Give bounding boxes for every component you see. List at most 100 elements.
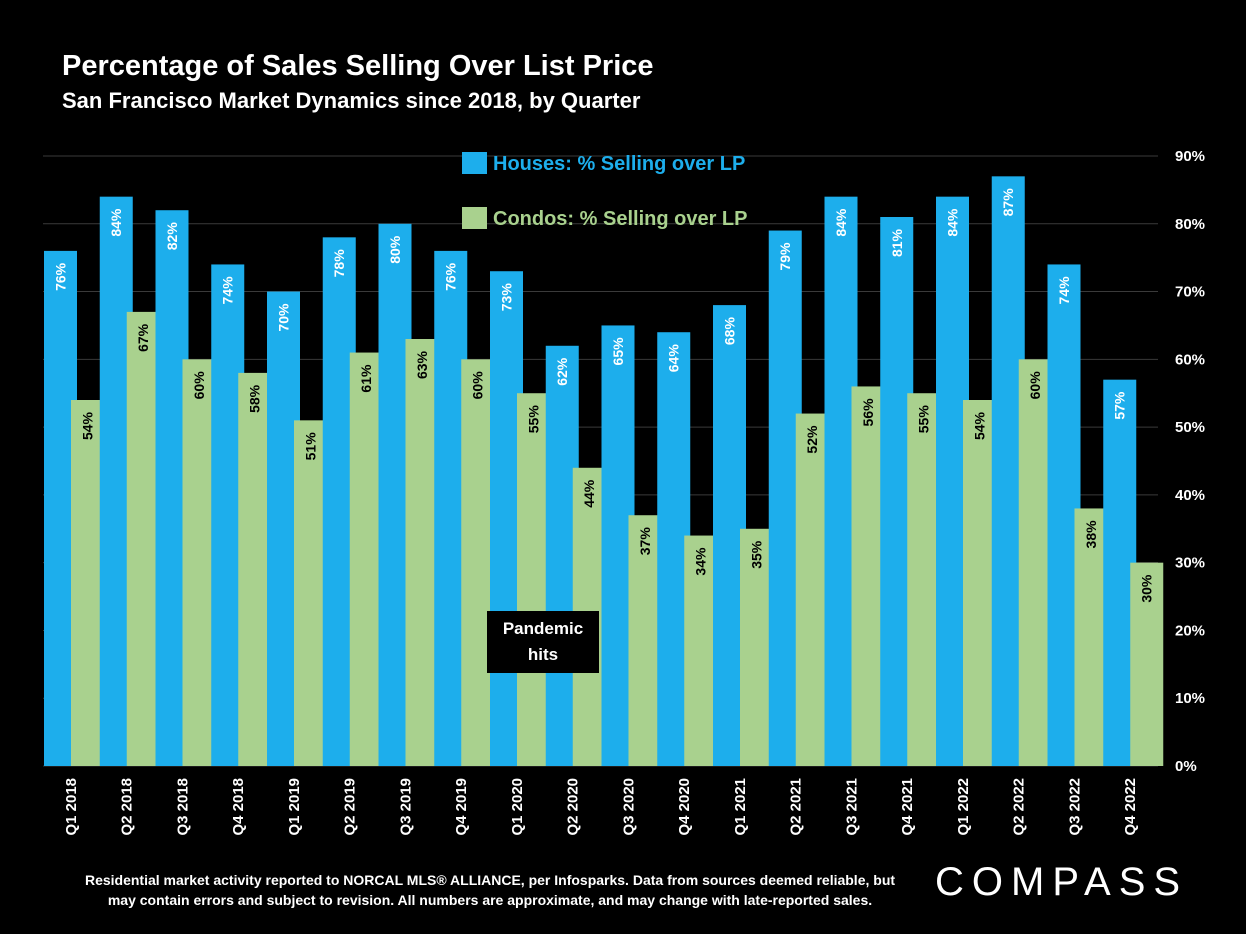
- condos-data-label: 54%: [80, 411, 96, 440]
- condos-bar: [461, 359, 495, 766]
- condos-bar: [182, 359, 216, 766]
- compass-logo: COMPASS: [935, 860, 1189, 904]
- x-tick-label: Q2 2019: [342, 778, 359, 836]
- condos-data-label: 30%: [1139, 574, 1155, 603]
- legend-condos-swatch: [462, 207, 487, 229]
- houses-data-label: 80%: [387, 235, 403, 264]
- y-tick-label: 10%: [1175, 690, 1205, 707]
- y-tick-label: 0%: [1175, 758, 1197, 775]
- y-tick-label: 90%: [1175, 148, 1205, 165]
- houses-data-label: 57%: [1112, 391, 1128, 420]
- condos-bar: [1018, 359, 1052, 766]
- houses-data-label: 84%: [945, 208, 961, 237]
- condos-bar: [294, 420, 327, 766]
- x-tick-label: Q4 2019: [453, 778, 470, 836]
- x-tick-label: Q1 2018: [63, 778, 80, 836]
- condos-bar: [71, 400, 104, 766]
- x-tick-label: Q3 2020: [620, 778, 637, 836]
- x-tick-label: Q1 2020: [509, 778, 526, 836]
- footer-line-1: Residential market activity reported to …: [84, 872, 896, 888]
- y-tick-label: 20%: [1175, 622, 1205, 639]
- condos-bar: [963, 400, 996, 766]
- x-tick-label: Q3 2018: [174, 778, 191, 836]
- x-tick-label: Q1 2022: [955, 778, 972, 836]
- legend-houses-swatch: [462, 152, 487, 174]
- condos-bar: [349, 352, 383, 766]
- x-tick-label: Q3 2022: [1066, 778, 1083, 836]
- condos-data-label: 67%: [135, 323, 151, 352]
- houses-data-label: 81%: [889, 228, 905, 257]
- condos-bar: [238, 372, 272, 766]
- condos-data-label: 61%: [358, 364, 374, 393]
- condos-bar: [795, 413, 829, 766]
- chart-subtitle: San Francisco Market Dynamics since 2018…: [62, 88, 641, 113]
- condos-bar: [1074, 508, 1108, 766]
- houses-data-label: 82%: [164, 222, 180, 251]
- chart-title: Percentage of Sales Selling Over List Pr…: [62, 50, 654, 82]
- houses-data-label: 76%: [53, 262, 69, 291]
- condos-data-label: 56%: [860, 398, 876, 427]
- x-tick-label: Q1 2019: [286, 778, 303, 836]
- houses-data-label: 70%: [276, 303, 292, 332]
- condos-data-label: 54%: [972, 411, 988, 440]
- condos-bar: [517, 393, 550, 766]
- pandemic-annotation: Pandemic hits: [487, 611, 599, 673]
- condos-bar: [740, 528, 773, 766]
- houses-data-label: 74%: [220, 276, 236, 305]
- condos-data-label: 37%: [637, 527, 653, 556]
- y-tick-label: 40%: [1175, 487, 1205, 504]
- x-tick-label: Q3 2019: [397, 778, 414, 836]
- condos-bar: [684, 535, 718, 766]
- houses-data-label: 87%: [1000, 188, 1016, 217]
- x-tick-label: Q4 2020: [676, 778, 693, 836]
- x-tick-label: Q2 2020: [565, 778, 582, 836]
- condos-bar: [907, 393, 941, 766]
- x-tick-label: Q4 2021: [899, 778, 916, 836]
- x-tick-label: Q3 2021: [843, 778, 860, 836]
- houses-data-label: 68%: [722, 317, 738, 346]
- condos-bar: [405, 339, 439, 766]
- condos-data-label: 44%: [581, 479, 597, 508]
- houses-data-label: 76%: [443, 262, 459, 291]
- houses-data-label: 65%: [610, 337, 626, 366]
- houses-data-label: 73%: [499, 283, 515, 312]
- condos-bar: [1130, 562, 1164, 766]
- condos-data-label: 34%: [693, 547, 709, 576]
- houses-data-label: 84%: [833, 208, 849, 237]
- y-tick-label: 80%: [1175, 216, 1205, 233]
- footer-line-2: may contain errors and subject to revisi…: [107, 892, 873, 908]
- x-tick-label: Q4 2022: [1122, 778, 1139, 836]
- houses-data-label: 62%: [554, 357, 570, 386]
- y-tick-label: 60%: [1175, 351, 1205, 368]
- houses-data-label: 79%: [777, 242, 793, 271]
- condos-data-label: 51%: [303, 432, 319, 461]
- footer-note: Residential market activity reported to …: [40, 870, 940, 910]
- condos-bar: [126, 311, 160, 766]
- houses-data-label: 64%: [666, 344, 682, 373]
- legend-condos-label: Condos: % Selling over LP: [493, 208, 747, 230]
- x-tick-label: Q2 2018: [119, 778, 136, 836]
- condos-data-label: 35%: [749, 540, 765, 569]
- condos-bar: [851, 386, 885, 766]
- houses-data-label: 84%: [108, 208, 124, 237]
- condos-data-label: 52%: [804, 425, 820, 454]
- condos-data-label: 60%: [1027, 371, 1043, 400]
- y-tick-label: 50%: [1175, 419, 1205, 436]
- x-tick-label: Q1 2021: [732, 778, 749, 836]
- x-tick-label: Q2 2021: [788, 778, 805, 836]
- condos-data-label: 60%: [470, 371, 486, 400]
- condos-bar: [628, 515, 662, 766]
- bar-chart: 0% 10% 20% 30% 40% 50% 60% 70% 80% 90% 76% 54% Q1 20…: [43, 148, 1205, 836]
- x-tick-label: Q4 2018: [230, 778, 247, 836]
- condos-data-label: 58%: [247, 384, 263, 413]
- y-tick-label: 70%: [1175, 284, 1205, 301]
- houses-data-label: 78%: [331, 249, 347, 278]
- condos-data-label: 63%: [414, 350, 430, 379]
- houses-data-label: 74%: [1056, 276, 1072, 305]
- x-tick-label: Q2 2022: [1011, 778, 1028, 836]
- condos-data-label: 55%: [916, 405, 932, 434]
- y-tick-label: 30%: [1175, 555, 1205, 572]
- condos-data-label: 60%: [191, 371, 207, 400]
- condos-data-label: 38%: [1083, 520, 1099, 549]
- condos-data-label: 55%: [526, 405, 542, 434]
